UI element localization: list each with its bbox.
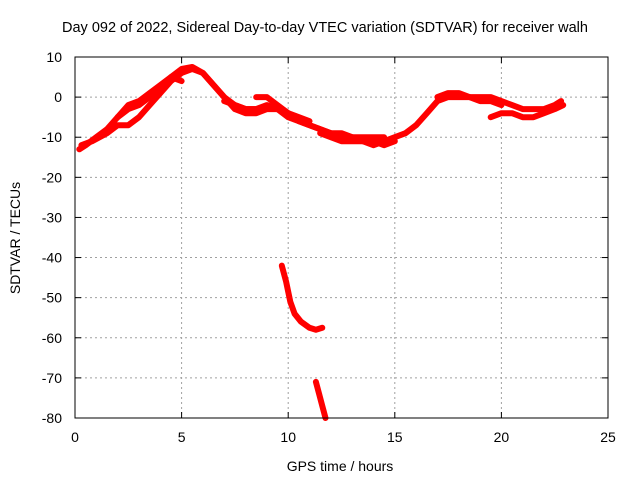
y-tick-label: -60 xyxy=(42,330,62,346)
series-arc-7 xyxy=(434,90,565,113)
series-arc-8 xyxy=(487,102,567,121)
y-tick-label: -80 xyxy=(42,410,62,426)
x-axis-label: GPS time / hours xyxy=(287,458,394,474)
series-arc-5 xyxy=(253,94,388,141)
y-tick-label: 0 xyxy=(54,89,62,105)
y-tick-label: -70 xyxy=(42,370,62,386)
chart-title: Day 092 of 2022, Sidereal Day-to-day VTE… xyxy=(62,20,588,36)
x-tick-label: 20 xyxy=(494,429,510,445)
y-tick-label: -20 xyxy=(42,169,62,185)
y-tick-label: -40 xyxy=(42,250,62,266)
plot-series xyxy=(76,64,567,421)
y-tick-label: -10 xyxy=(42,129,62,145)
x-tick-label: 25 xyxy=(600,429,616,445)
x-tick-label: 0 xyxy=(71,429,79,445)
plot-frame xyxy=(74,56,609,419)
series-arc-10 xyxy=(312,378,329,421)
y-tick-label: -50 xyxy=(42,290,62,306)
x-tick-label: 15 xyxy=(387,429,403,445)
y-axis-label: SDTVAR / TECUs xyxy=(7,182,23,294)
y-tick-label: 10 xyxy=(46,49,62,65)
x-tick-label: 5 xyxy=(178,429,186,445)
y-tick-label: -30 xyxy=(42,209,62,225)
series-arc-9 xyxy=(278,262,326,333)
x-tick-label: 10 xyxy=(280,429,296,445)
